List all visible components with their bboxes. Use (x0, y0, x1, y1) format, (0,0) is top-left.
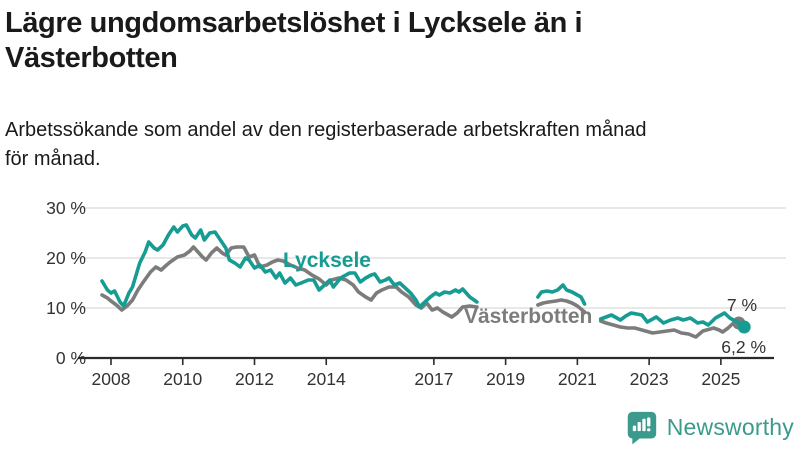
x-tick-label: 2021 (558, 369, 597, 389)
chart-header: Lägre ungdomsarbetslöshet i Lycksele än … (5, 6, 793, 76)
title-line-1: Lägre ungdomsarbetslöshet i Lycksele än … (5, 7, 583, 39)
end-dot-lycksele (737, 320, 751, 334)
x-tick-label: 2008 (92, 369, 131, 389)
brand-name: Newsworthy (666, 413, 794, 440)
title-line-2: Västerbotten (5, 42, 178, 74)
y-tick-label: 30 % (46, 198, 86, 218)
y-tick-label: 10 % (46, 298, 86, 318)
series-västerbotten (100, 245, 746, 339)
series-label-lycksele: Lycksele (283, 249, 371, 272)
x-tick-label: 2017 (414, 369, 453, 389)
y-tick-label: 0 % (56, 348, 86, 368)
series-label-västerbotten: Västerbotten (464, 305, 592, 328)
series-lycksele (100, 223, 751, 334)
x-tick-label: 2019 (486, 369, 525, 389)
newsworthy-logo-icon (627, 411, 656, 444)
x-tick-label: 2010 (163, 369, 202, 389)
x-tick-label: 2025 (701, 369, 740, 389)
end-value-label-västerbotten: 7 % (727, 295, 757, 315)
subtitle-line-1: Arbetssökande som andel av den registerb… (5, 119, 647, 141)
x-tick-label: 2012 (235, 369, 274, 389)
x-tick-label: 2023 (630, 369, 669, 389)
chart-subtitle: Arbetssökande som andel av den registerb… (5, 116, 793, 174)
page-title: Lägre ungdomsarbetslöshet i Lycksele än … (5, 6, 793, 76)
end-value-label-lycksele: 6,2 % (721, 337, 766, 357)
x-tick-label: 2014 (307, 369, 346, 389)
newsworthy-brand: Newsworthy (625, 410, 794, 444)
subtitle-line-2: för månad. (5, 148, 101, 170)
y-tick-label: 20 % (46, 248, 86, 268)
